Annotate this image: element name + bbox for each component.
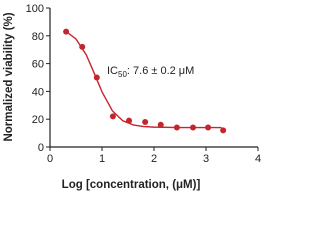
y-axis-label: Normalized viability (%) <box>3 12 15 141</box>
annotation-rest: : 7.6 ± 0.2 μM <box>127 65 194 77</box>
annotation-text: IC <box>107 65 118 77</box>
x-tick-label: 4 <box>255 153 261 165</box>
data-point <box>109 113 116 120</box>
y-tick-label: 40 <box>32 86 44 98</box>
data-point <box>220 127 227 134</box>
x-tick-label: 3 <box>203 153 209 165</box>
data-point <box>157 121 164 128</box>
annotation: IC50: 7.6 ± 0.2 μM <box>107 65 194 79</box>
x-tick-label: 2 <box>151 153 157 165</box>
x-axis-label: Log [concentration, (μM)] <box>62 179 201 191</box>
x-tick-label: 0 <box>47 153 53 165</box>
fit-curve <box>65 30 222 129</box>
y-tick-label: 80 <box>32 31 44 43</box>
annotation-sub: 50 <box>118 70 127 79</box>
y-tick-label: 20 <box>32 114 44 126</box>
y-tick-label: 100 <box>26 3 44 15</box>
x-tick-label: 1 <box>99 153 105 165</box>
y-tick-label: 60 <box>32 59 44 71</box>
data-point <box>142 118 149 125</box>
y-tick-label: 0 <box>38 142 44 154</box>
chart: Log [concentration, (μM)] Normalized via… <box>3 3 261 191</box>
